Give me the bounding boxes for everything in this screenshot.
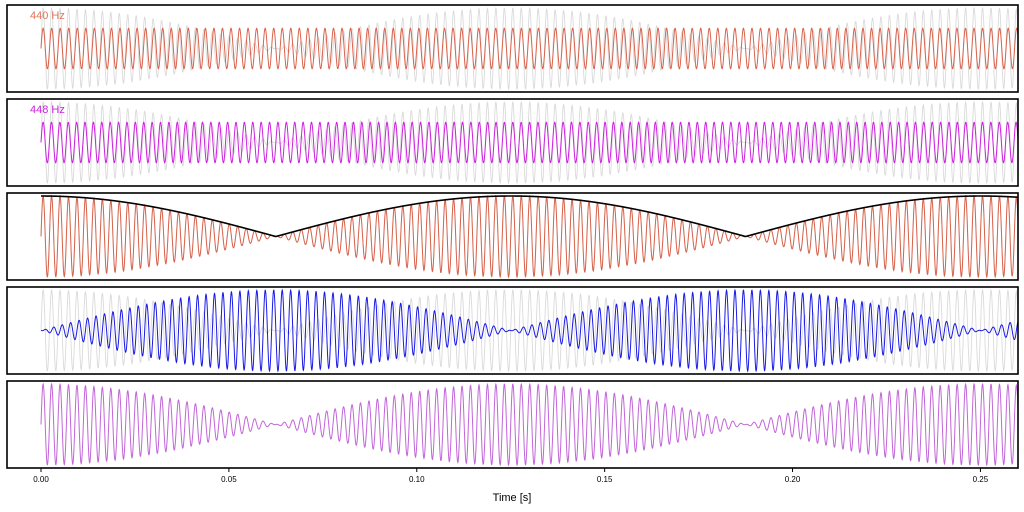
panel-5-sum-line <box>40 382 1018 467</box>
panel-1-background-line <box>40 6 1018 91</box>
panel-3-plot-area <box>40 194 1018 279</box>
panel-3 <box>6 192 1019 281</box>
x-tick-label: 0.25 <box>973 475 989 484</box>
x-axis-title: Time [s] <box>493 492 532 504</box>
panel-2: 448 Hz <box>6 98 1019 187</box>
panel-5 <box>6 380 1019 469</box>
panel-4-frame <box>6 286 1019 375</box>
panel-2-plot-area <box>40 100 1018 185</box>
panel-1-frame <box>6 4 1019 93</box>
panels: 440 Hz 448 Hz <box>6 4 1019 469</box>
x-axis: 0.00 0.05 0.10 0.15 0.20 0.25 <box>33 468 989 484</box>
x-tick-label: 0.00 <box>33 475 49 484</box>
panel-2-label: 448 Hz <box>30 104 65 116</box>
panel-1-label: 440 Hz <box>30 10 65 22</box>
x-tick-label: 0.20 <box>785 475 801 484</box>
panel-3-envelope-line <box>41 195 1018 238</box>
panel-3-sum-line <box>40 194 1018 279</box>
panel-2-448-hz-line <box>40 121 1018 164</box>
panel-4-difference-line <box>40 288 1018 373</box>
panel-3-background-line <box>40 194 1018 279</box>
x-tick-label: 0.05 <box>221 475 237 484</box>
panel-4 <box>6 286 1019 375</box>
panel-4-plot-area <box>40 288 1018 373</box>
panel-3-frame <box>6 192 1019 281</box>
panel-1: 440 Hz <box>6 4 1019 93</box>
x-tick-label: 0.15 <box>597 475 613 484</box>
panel-1-plot-area <box>40 6 1018 91</box>
panel-5-frame <box>6 380 1019 469</box>
x-tick-label: 0.10 <box>409 475 425 484</box>
panel-2-background-line <box>40 100 1018 185</box>
panel-1-440-hz-line <box>40 27 1018 70</box>
panel-2-frame <box>6 98 1019 187</box>
panel-5-plot-area <box>40 382 1018 467</box>
panel-4-background-line <box>40 288 1018 373</box>
